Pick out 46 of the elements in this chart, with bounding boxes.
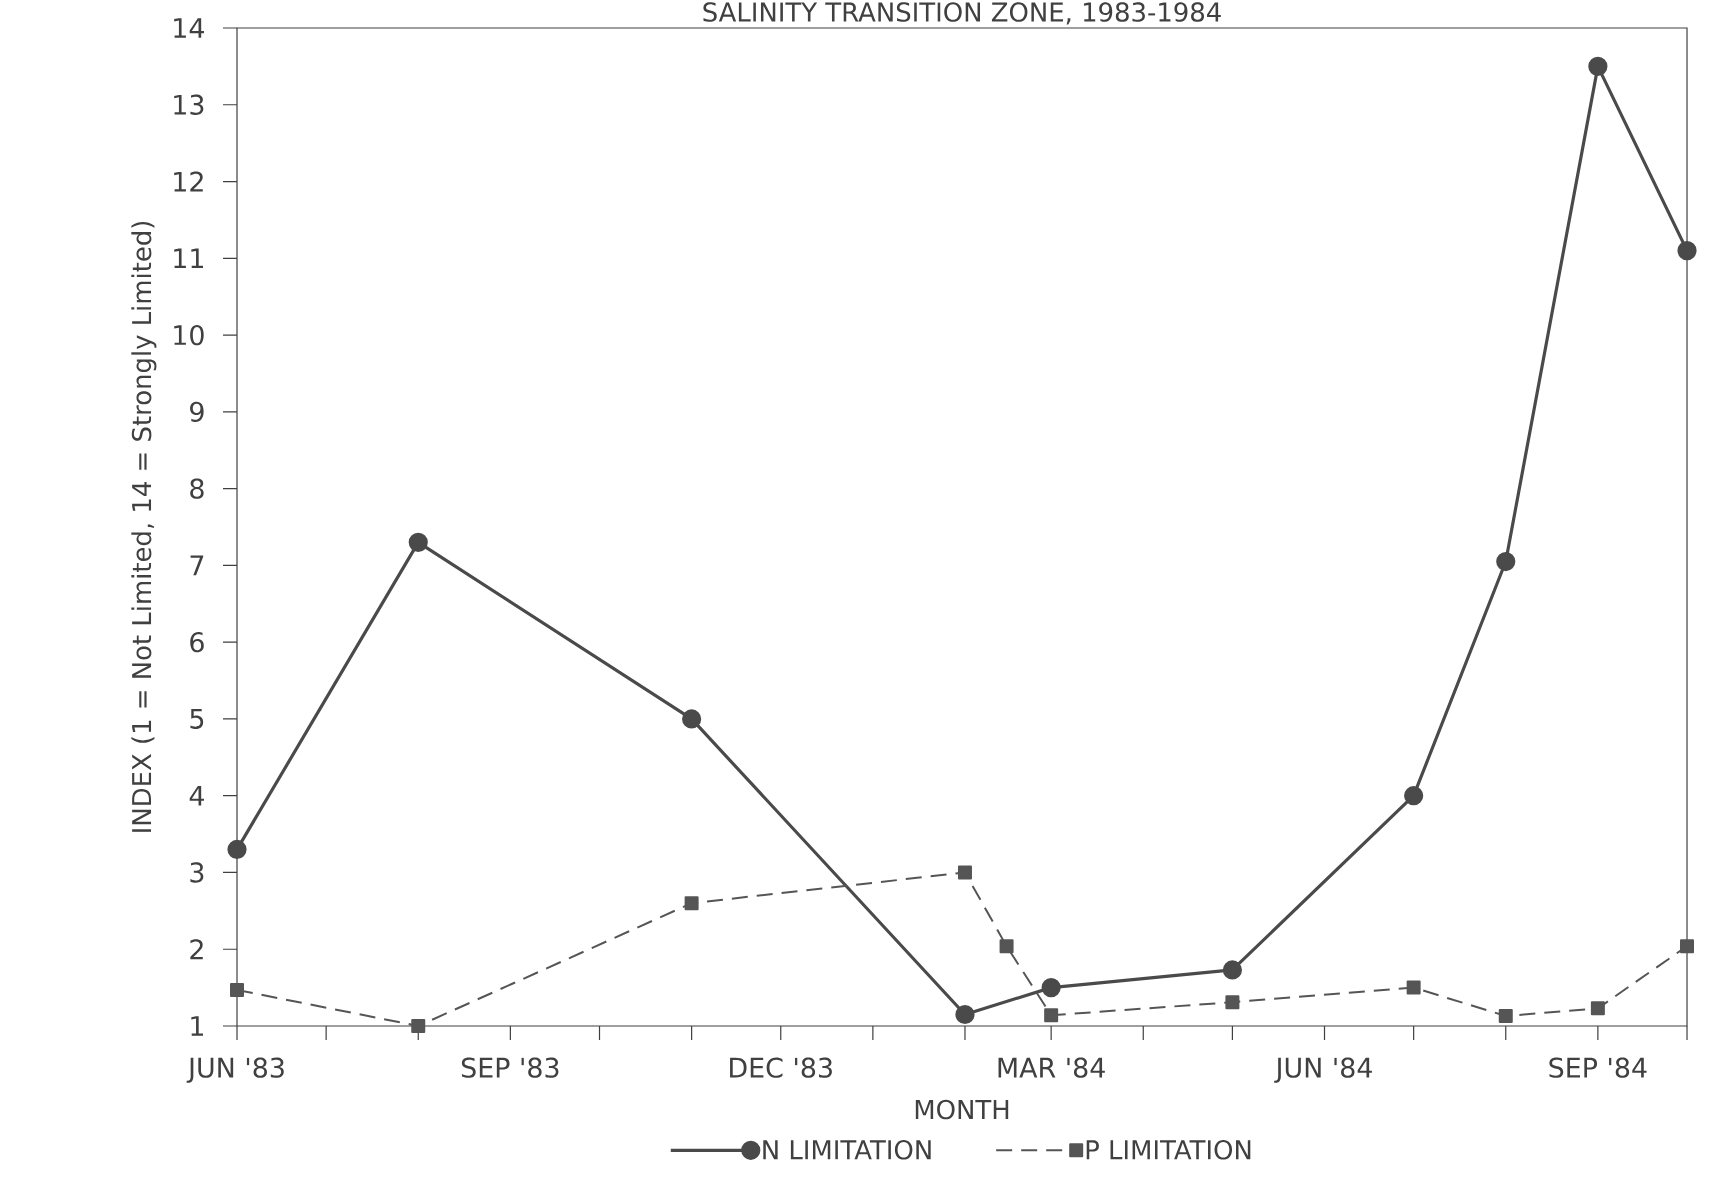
point — [230, 982, 244, 997]
x-tick-label: JUN '83 — [186, 1057, 284, 1083]
y-tick-label: 2 — [190, 939, 203, 960]
y-tick-label: 10 — [174, 324, 204, 346]
y-tick-label: 1 — [191, 1016, 204, 1036]
point — [999, 939, 1014, 954]
y-tick-label: 6 — [190, 631, 204, 653]
point — [411, 1019, 426, 1033]
y-tick-label: 14 — [174, 18, 204, 38]
point — [1404, 786, 1424, 806]
point — [1588, 56, 1608, 76]
x-tick-label: JUN '84 — [1274, 1057, 1372, 1083]
y-tick-label: 5 — [190, 708, 204, 729]
legend-label: N LIMITATION — [763, 1139, 931, 1160]
x-tick-label: SEP '84 — [1549, 1057, 1647, 1078]
legend-label: P LIMITATION — [1086, 1139, 1251, 1160]
point — [408, 532, 428, 552]
point — [1222, 960, 1242, 980]
point — [957, 865, 972, 880]
point — [1590, 1001, 1605, 1016]
x-axis-title: MONTH — [915, 1099, 1009, 1120]
x-tick-label: MAR '84 — [998, 1057, 1105, 1078]
y-tick-label: 11 — [174, 248, 204, 269]
point — [1041, 978, 1061, 998]
point — [955, 1004, 975, 1025]
point — [1225, 995, 1240, 1010]
point — [1680, 939, 1695, 954]
y-tick-label: 3 — [190, 862, 204, 883]
x-tick-label: DEC '83 — [730, 1057, 832, 1078]
chart-title: SALINITY TRANSITION ZONE, 1983-1984 — [703, 2, 1221, 25]
y-tick-label: 9 — [190, 401, 204, 423]
point — [1496, 551, 1516, 572]
point — [1044, 1008, 1059, 1023]
y-tick-label: 12 — [174, 171, 203, 192]
point — [682, 709, 702, 729]
y-tick-label: 4 — [189, 785, 204, 806]
y-tick-label: 13 — [174, 94, 204, 115]
y-axis-title: INDEX (1 = Not Limited, 14 = Strongly Limited) — [131, 221, 157, 832]
point — [1406, 980, 1421, 995]
point — [684, 896, 699, 911]
x-tick-label: SEP '83 — [461, 1057, 559, 1078]
point — [227, 839, 247, 860]
point — [1677, 241, 1697, 261]
point — [1498, 1009, 1513, 1024]
y-tick-label: 8 — [190, 478, 204, 499]
y-tick-label: 7 — [190, 555, 204, 576]
